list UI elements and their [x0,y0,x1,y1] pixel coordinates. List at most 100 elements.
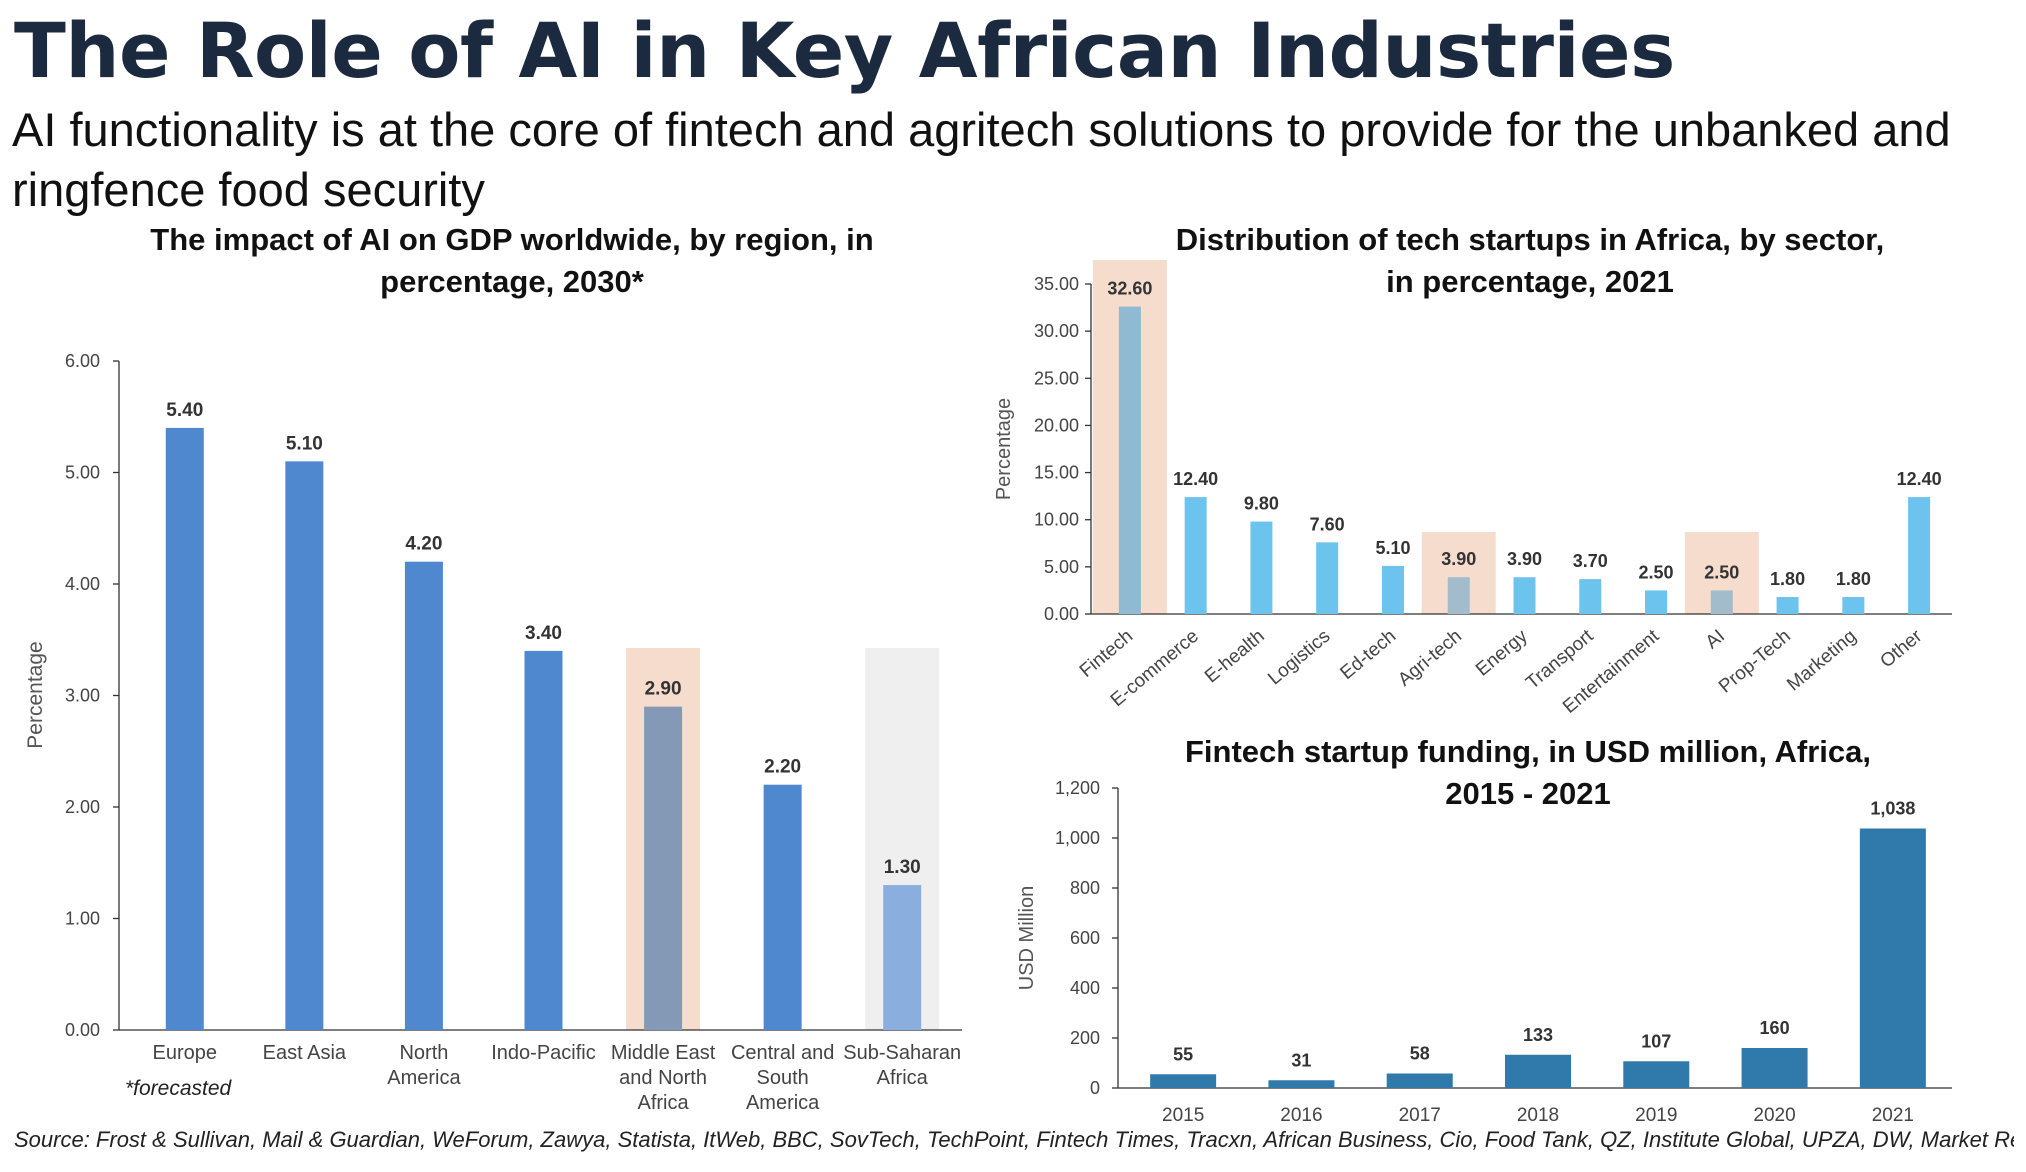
x-category-label: East Asia [263,1042,347,1064]
x-category-line: 2016 [1280,1105,1322,1126]
bar-value-label: 3.40 [525,623,562,644]
y-tick-label: 0 [1090,1078,1100,1098]
x-category-line: Africa [638,1092,690,1114]
x-category-line: 2017 [1399,1105,1441,1126]
bar-value-label: 1.80 [1836,569,1871,589]
bar [1741,1048,1808,1088]
x-category-line: Indo-Pacific [491,1042,596,1064]
bar [1623,1061,1690,1088]
x-category-line: Sub-Saharan [843,1042,961,1064]
y-tick-label: 2.00 [65,797,100,817]
bar-value-label: 2.90 [645,679,682,700]
chart-title-line: percentage, 2030* [380,264,645,299]
bar-value-label: 5.10 [1375,538,1410,558]
bar [1908,497,1931,614]
y-tick-label: 1,000 [1055,828,1100,848]
source-note: Source: Frost & Sullivan, Mail & Guardia… [14,1128,2014,1152]
bar-value-label: 3.90 [1441,549,1476,569]
x-category-line: 2015 [1162,1105,1204,1126]
chart-title: The impact of AI on GDP worldwide, by re… [150,222,873,299]
x-category-line: America [387,1067,461,1089]
y-tick-label: 400 [1070,978,1100,998]
x-category-label: 2015 [1162,1105,1204,1126]
chart-title-line: The impact of AI on GDP worldwide, by re… [150,222,873,257]
x-category-label: North America [387,1042,461,1089]
bar [404,561,443,1030]
chart-footnote: *forecasted [125,1077,233,1100]
bar-value-label: 160 [1760,1018,1790,1038]
bar-value-label: 7.60 [1310,514,1345,534]
bar-value-label: 1.30 [884,857,921,878]
bar-value-label: 107 [1641,1031,1671,1051]
bar [1859,828,1926,1088]
x-category-line: Central and [731,1042,834,1064]
bar-value-label: 5.10 [286,433,323,454]
x-category-line: 2019 [1635,1105,1677,1126]
y-tick-label: 4.00 [65,574,100,594]
bar-value-label: 12.40 [1897,469,1942,489]
x-category-line: Europe [153,1042,218,1064]
x-category-line: 2018 [1517,1105,1559,1126]
bar-value-label: 3.70 [1573,551,1608,571]
y-tick-label: 5.00 [1044,557,1079,577]
x-category-label: 2021 [1872,1105,1914,1126]
bar [1447,577,1470,614]
bar-value-label: 1.80 [1770,569,1805,589]
bar [165,427,204,1030]
x-category-label: Indo-Pacific [491,1042,596,1064]
y-tick-label: 35.00 [1034,274,1079,294]
bar [1250,521,1273,614]
y-tick-label: 3.00 [65,686,100,706]
x-category-line: Africa [877,1067,929,1089]
y-tick-label: 5.00 [65,463,100,483]
x-category-label: 2020 [1753,1105,1795,1126]
x-category-line: South [757,1067,809,1089]
x-category-line: Middle East [611,1042,716,1064]
chart-title: Fintech startup funding, in USD million,… [1185,734,1871,811]
y-axis-label: USD Million [1016,886,1038,990]
bar [1316,542,1339,614]
bar [1184,497,1207,614]
y-tick-label: 15.00 [1034,463,1079,483]
chart-title-line: Distribution of tech startups in Africa,… [1176,222,1885,257]
x-category-label: Central and South America [731,1042,834,1114]
bar [1268,1080,1335,1088]
bar-value-label: 4.20 [405,534,442,555]
bar-value-label: 31 [1291,1050,1311,1070]
y-tick-label: 0.00 [1044,604,1079,624]
bar [524,650,563,1030]
chart-title-line: 2015 - 2021 [1445,776,1610,811]
y-tick-label: 10.00 [1034,510,1079,530]
y-tick-label: 25.00 [1034,368,1079,388]
bar [883,885,922,1030]
bar [1579,579,1602,614]
y-tick-label: 30.00 [1034,321,1079,341]
page-subtitle: AI functionality is at the core of finte… [12,103,1951,216]
x-category-line: 2021 [1872,1105,1914,1126]
bar [1118,306,1141,614]
bar-value-label: 12.40 [1173,469,1218,489]
y-axis-label: Percentage [993,398,1015,500]
chart-title-line: in percentage, 2021 [1386,264,1674,299]
x-category-line: North [399,1042,448,1064]
y-tick-label: 200 [1070,1028,1100,1048]
x-category-label: Sub-Saharan Africa [843,1042,961,1089]
bar [763,784,802,1030]
bar-value-label: 1,038 [1870,799,1915,819]
bar [1842,597,1865,614]
bar [1710,590,1733,614]
bar [1505,1054,1571,1088]
x-category-label: 2016 [1280,1105,1322,1126]
bar-value-label: 32.60 [1107,279,1152,299]
x-category-label: 2018 [1517,1105,1559,1126]
x-category-line: 2020 [1753,1105,1795,1126]
bar [644,706,683,1030]
x-category-line: America [746,1092,820,1114]
bar-value-label: 2.20 [764,757,801,778]
bar-value-label: 9.80 [1244,494,1279,514]
bar [285,461,324,1031]
bar [1513,577,1536,614]
x-category-line: and North [619,1067,707,1089]
